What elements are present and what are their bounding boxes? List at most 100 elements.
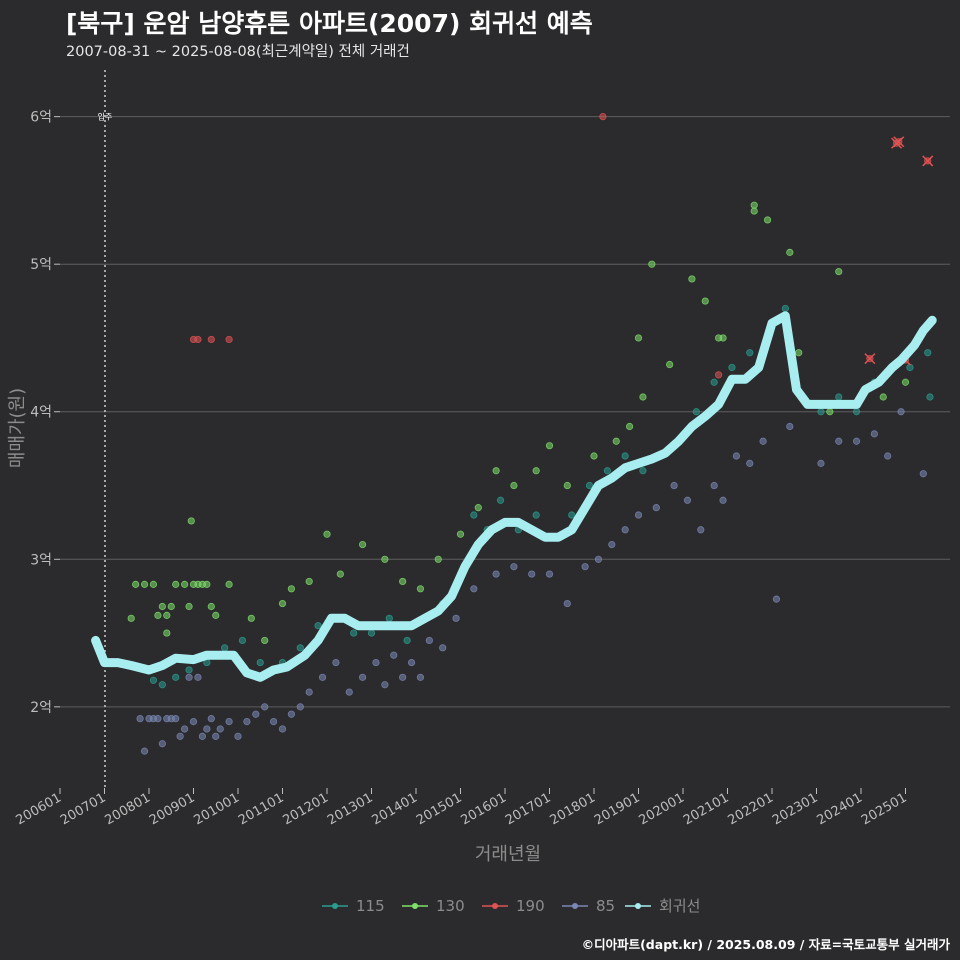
- point-130: [750, 207, 758, 215]
- point-130: [158, 602, 166, 611]
- y-tick-label: 6억: [30, 110, 52, 126]
- point-85: [634, 511, 643, 519]
- point-85: [358, 673, 367, 681]
- point-85: [243, 718, 251, 726]
- point-115: [781, 304, 789, 313]
- point-130: [688, 275, 696, 283]
- point-85: [345, 688, 353, 696]
- point-115: [621, 452, 629, 460]
- legend-swatch-dot: [332, 903, 338, 909]
- point-85: [870, 430, 878, 438]
- point-85: [897, 408, 905, 416]
- x-tick-label: 200601: [14, 790, 64, 828]
- point-85: [154, 715, 162, 723]
- point-115: [350, 629, 358, 637]
- x-tick-label: 202301: [770, 790, 820, 828]
- point-85: [216, 725, 224, 733]
- point-130: [456, 530, 465, 538]
- point-130: [127, 614, 135, 622]
- point-85: [416, 673, 425, 681]
- point-130: [763, 216, 772, 224]
- point-85: [581, 563, 589, 571]
- point-85: [528, 570, 536, 578]
- point-85: [759, 437, 767, 445]
- x-tick-label: 200701: [58, 790, 108, 828]
- point-85: [719, 496, 727, 504]
- point-115: [585, 481, 594, 490]
- point-85: [919, 470, 927, 478]
- point-130: [358, 540, 367, 549]
- point-85: [786, 422, 794, 431]
- y-tick-label: 4억: [30, 405, 52, 421]
- point-130: [625, 422, 634, 431]
- point-85: [884, 452, 892, 460]
- point-85: [510, 563, 518, 571]
- point-115: [852, 408, 861, 416]
- point-190: [599, 113, 607, 121]
- x-tick-label: 202201: [726, 790, 776, 828]
- point-85: [287, 710, 295, 718]
- regression-line: [91, 311, 937, 682]
- point-115: [532, 511, 540, 519]
- x-tick-label: 202001: [637, 790, 687, 828]
- legend-label: 115: [356, 897, 385, 915]
- point-115: [692, 408, 700, 416]
- point-85: [670, 481, 678, 490]
- point-130: [212, 611, 220, 619]
- point-130: [140, 580, 149, 588]
- point-130: [149, 580, 158, 588]
- point-130: [163, 611, 171, 619]
- legend-item-회귀선: 회귀선: [625, 897, 700, 915]
- point-130: [287, 585, 295, 593]
- point-130: [381, 555, 389, 563]
- point-85: [296, 703, 304, 711]
- recent-deal-marker: [893, 136, 905, 148]
- x-tick-label: 201401: [370, 790, 420, 828]
- grid-lines: [60, 116, 950, 708]
- point-85: [772, 595, 781, 603]
- point-130: [901, 378, 910, 386]
- point-130: [132, 580, 140, 588]
- point-85: [234, 732, 242, 740]
- point-85: [176, 732, 184, 740]
- point-190: [207, 335, 215, 344]
- point-130: [399, 577, 407, 586]
- point-130: [826, 408, 834, 416]
- point-115: [568, 511, 576, 519]
- x-tick-label: 200901: [147, 790, 197, 828]
- point-130: [639, 393, 647, 401]
- point-190: [194, 335, 202, 344]
- legend: 115 130 190 85 회귀선: [322, 897, 700, 915]
- point-115: [639, 467, 647, 475]
- point-115: [496, 496, 505, 504]
- point-85: [439, 644, 447, 652]
- point-115: [710, 378, 718, 386]
- point-130: [305, 577, 313, 586]
- point-85: [278, 725, 287, 733]
- y-axis: 2억 3억 4억 5억 6억: [30, 110, 60, 716]
- point-85: [697, 526, 705, 534]
- point-85: [158, 740, 166, 748]
- point-85: [746, 459, 754, 467]
- point-85: [710, 481, 718, 490]
- point-190: [714, 371, 723, 379]
- x-tick-label: 202101: [681, 790, 731, 828]
- point-130: [185, 602, 193, 611]
- point-85: [608, 540, 616, 549]
- point-130: [634, 334, 643, 342]
- point-85: [545, 570, 554, 578]
- point-85: [212, 732, 220, 740]
- point-85: [492, 570, 500, 578]
- point-130: [786, 248, 794, 256]
- point-85: [185, 673, 193, 681]
- point-130: [187, 517, 195, 525]
- point-85: [621, 526, 629, 534]
- point-85: [332, 658, 340, 667]
- point-130: [323, 530, 331, 538]
- recent-deal-marker: [864, 353, 876, 365]
- point-130: [563, 481, 571, 490]
- point-85: [318, 673, 327, 681]
- point-130: [181, 580, 189, 588]
- point-130: [701, 297, 709, 305]
